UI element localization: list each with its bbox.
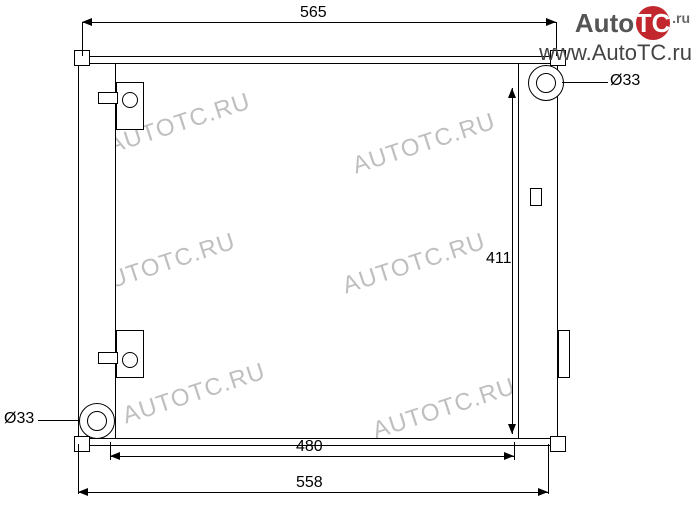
corner-tab-br	[550, 436, 566, 452]
site-logo: Auto TC .ru	[575, 6, 690, 40]
dim-line-480	[110, 456, 514, 457]
left-tank	[78, 60, 116, 442]
drain-fitting	[558, 330, 570, 378]
ext-line	[548, 444, 549, 494]
logo-badge: TC	[636, 6, 670, 40]
dim-558: 558	[296, 474, 323, 492]
leader-line	[38, 420, 80, 421]
arrow-icon	[110, 452, 120, 460]
drawing-canvas: AUTOTC.RU AUTOTC.RU AUTOTC.RU AUTOTC.RU …	[0, 0, 700, 512]
corner-tab-bl	[74, 436, 90, 452]
arrow-icon	[78, 488, 88, 496]
dim-565: 565	[300, 4, 327, 22]
dim-dia-tr: Ø33	[610, 72, 640, 90]
mount-hole-top	[122, 92, 138, 108]
dim-line-558	[78, 492, 548, 493]
arrow-icon	[504, 452, 514, 460]
mount-arm-bottom	[98, 352, 118, 364]
top-edge	[78, 56, 558, 64]
right-tank	[518, 60, 558, 442]
logo-text: Auto	[575, 8, 634, 39]
site-url: www.AutoTC.ru	[539, 40, 692, 66]
clip	[530, 188, 542, 206]
ext-line	[514, 442, 515, 460]
dim-480: 480	[296, 438, 323, 456]
leader-line	[562, 82, 608, 83]
dim-411: 411	[486, 250, 512, 268]
dim-line-565	[82, 22, 556, 23]
arrow-icon	[508, 424, 516, 434]
arrow-icon	[538, 488, 548, 496]
logo-suffix: .ru	[672, 10, 690, 26]
mount-arm-top	[98, 92, 118, 104]
ext-line	[110, 442, 111, 460]
arrow-icon	[546, 18, 556, 26]
ext-line	[82, 22, 83, 56]
dim-line-411	[512, 88, 513, 434]
arrow-icon	[508, 88, 516, 98]
mount-hole-bottom	[122, 352, 138, 368]
dim-dia-bl: Ø33	[4, 410, 34, 428]
outlet-port-inner	[536, 73, 556, 93]
arrow-icon	[82, 18, 92, 26]
ext-line	[78, 444, 79, 494]
inlet-port-inner	[87, 411, 107, 431]
